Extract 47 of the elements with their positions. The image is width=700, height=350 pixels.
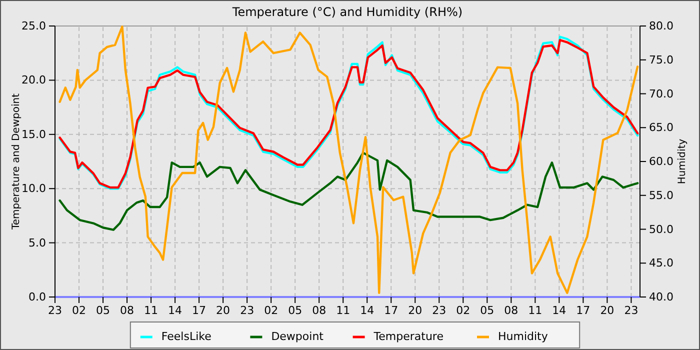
y2-tick-label: 80.0 — [649, 20, 674, 33]
x-tick-label: 23 — [432, 304, 446, 317]
y2-tick-label: 75.0 — [649, 53, 674, 66]
x-tick-label: 11 — [528, 304, 542, 317]
x-tick-label: 17 — [576, 304, 590, 317]
y2-tick-label: 70.0 — [649, 87, 674, 100]
legend-label: Dewpoint — [271, 330, 324, 343]
legend-label: FeelsLike — [161, 330, 212, 343]
y2-tick-label: 50.0 — [649, 222, 674, 236]
legend-label: Temperature — [372, 330, 444, 343]
x-tick-label: 23 — [48, 304, 62, 317]
x-tick-label: 17 — [192, 304, 206, 317]
x-tick-label: 05 — [288, 304, 302, 317]
y-tick-label: 0.0 — [28, 290, 46, 304]
x-tick-label: 05 — [96, 304, 110, 317]
x-tick-label: 11 — [336, 304, 350, 317]
x-tick-label: 17 — [384, 304, 398, 317]
y2-tick-label: 40.0 — [649, 290, 674, 304]
y-tick-label: 5.0 — [28, 236, 46, 250]
y-tick-label: 25.0 — [22, 20, 46, 33]
x-tick-label: 11 — [144, 304, 158, 317]
y-tick-label: 10.0 — [22, 182, 46, 196]
x-tick-label: 08 — [120, 304, 134, 317]
x-tick-label: 14 — [168, 304, 182, 317]
y2-tick-label: 55.0 — [649, 188, 674, 202]
y-tick-label: 15.0 — [22, 128, 46, 141]
y-axis-title: Temperature and Dewpoint — [11, 93, 22, 231]
x-tick-label: 23 — [240, 304, 254, 317]
y2-tick-label: 60.0 — [649, 155, 674, 168]
x-tick-label: 14 — [360, 304, 374, 317]
y2-tick-label: 65.0 — [649, 121, 674, 134]
x-tick-label: 20 — [408, 304, 422, 317]
y2-axis-title: Humidity — [677, 138, 688, 184]
x-tick-label: 02 — [456, 304, 470, 317]
legend-label: Humidity — [498, 330, 548, 343]
x-tick-label: 23 — [624, 304, 638, 317]
x-tick-label: 20 — [600, 304, 614, 317]
y2-tick-label: 45.0 — [649, 256, 674, 270]
x-tick-label: 05 — [480, 304, 494, 317]
x-tick-label: 20 — [216, 304, 230, 317]
x-tick-label: 08 — [312, 304, 326, 317]
chart-title: Temperature (°C) and Humidity (RH%) — [231, 5, 463, 19]
x-tick-label: 02 — [72, 304, 86, 317]
x-tick-label: 02 — [264, 304, 278, 317]
x-tick-label: 08 — [504, 304, 518, 317]
x-tick-label: 14 — [552, 304, 566, 317]
y-tick-label: 20.0 — [22, 74, 46, 87]
